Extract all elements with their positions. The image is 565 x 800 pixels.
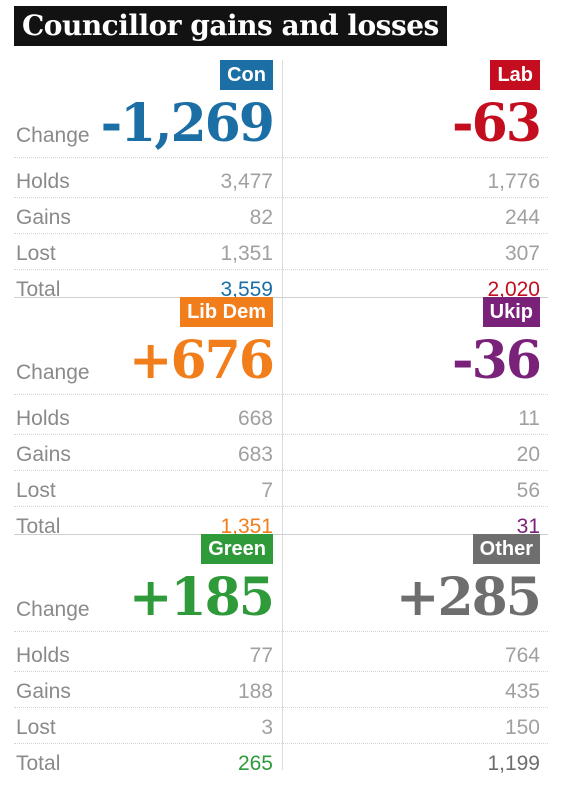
row-separator [14,470,548,471]
party-badge: Lib Dem [180,297,273,327]
gains-value: 244 [504,206,540,229]
party-badge: Ukip [482,297,540,327]
row-label-holds: Holds [16,170,70,193]
holds-value: 668 [237,407,273,430]
row-label-change: Change [16,598,90,621]
gains-value: 683 [237,443,273,466]
row-separator [14,671,548,672]
column-divider [282,60,283,770]
row-separator [14,394,548,395]
change-value: +185 [128,567,275,628]
holds-value: 1,776 [487,170,540,193]
row-label-change: Change [16,124,90,147]
row-label-holds: Holds [16,644,70,667]
party-badge: Other [472,534,540,564]
total-value: 1,199 [487,752,540,775]
change-value: +285 [395,567,542,628]
party-badge: Con [220,60,273,90]
lost-value: 56 [516,479,540,502]
change-value: -63 [452,93,542,154]
row-label-total: Total [16,278,61,301]
row-separator [14,434,548,435]
change-value: -36 [452,330,542,391]
holds-value: 3,477 [220,170,273,193]
row-label-gains: Gains [16,206,71,229]
section-divider [14,534,548,535]
row-label-total: Total [16,515,61,538]
total-value: 3,559 [220,278,273,301]
gains-value: 20 [516,443,540,466]
party-section: Change Holds Gains Lost Total Lib Dem +676 668 6… [0,297,565,538]
row-separator [14,743,548,744]
row-separator [14,631,548,632]
total-value: 1,351 [220,515,273,538]
gains-value: 82 [249,206,273,229]
row-label-lost: Lost [16,242,56,265]
row-separator [14,707,548,708]
holds-value: 764 [504,644,540,667]
row-label-change: Change [16,361,90,384]
party-section: Change Holds Gains Lost Total Green +185 77 188 3… [0,534,565,775]
gains-value: 188 [237,680,273,703]
row-separator [14,233,548,234]
row-separator [14,269,548,270]
lost-value: 1,351 [220,242,273,265]
row-label-gains: Gains [16,443,71,466]
row-label-total: Total [16,752,61,775]
holds-value: 11 [518,407,540,430]
row-label-lost: Lost [16,716,56,739]
total-value: 265 [237,752,273,775]
party-badge: Green [201,534,273,564]
change-value: -1,269 [100,93,275,154]
party-section: Change Holds Gains Lost Total Con -1,269 3,477 8… [0,60,565,301]
lost-value: 150 [504,716,540,739]
party-badge: Lab [490,60,540,90]
change-value: +676 [128,330,275,391]
row-label-gains: Gains [16,680,71,703]
row-separator [14,197,548,198]
chart-title: Councillor gains and losses [14,6,447,46]
row-separator [14,157,548,158]
row-separator [14,506,548,507]
lost-value: 307 [504,242,540,265]
lost-value: 7 [261,479,273,502]
gains-value: 435 [504,680,540,703]
row-label-holds: Holds [16,407,70,430]
section-divider [14,297,548,298]
row-label-lost: Lost [16,479,56,502]
total-value: 31 [516,515,540,538]
total-value: 2,020 [487,278,540,301]
lost-value: 3 [261,716,273,739]
holds-value: 77 [249,644,273,667]
